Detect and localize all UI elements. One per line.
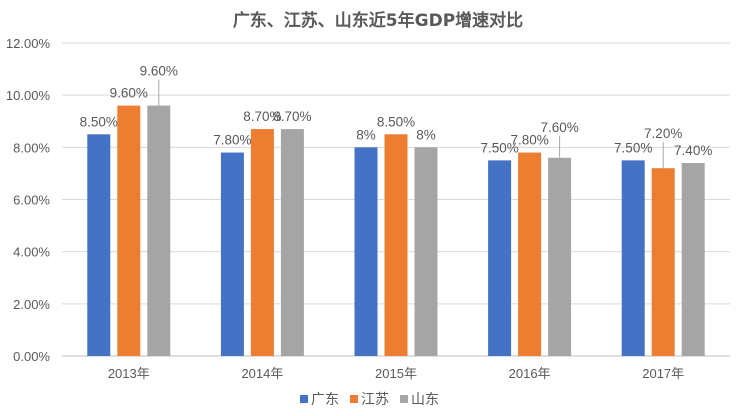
chart-title: 广东、江苏、山东近5年GDP增速对比	[233, 10, 523, 31]
y-tick-label: 6.00%	[13, 193, 50, 208]
legend: 广东 江苏 山东	[300, 392, 439, 408]
data-label: 7.20%	[644, 126, 682, 141]
data-label: 8%	[416, 127, 436, 142]
data-label: 8%	[356, 127, 376, 142]
legend-label: 广东	[311, 392, 339, 408]
data-label: 8.50%	[377, 114, 415, 129]
bar-江苏	[518, 152, 542, 356]
x-tick-label: 2017年	[642, 366, 684, 381]
y-tick-label: 4.00%	[13, 245, 50, 260]
x-tick-label: 2015年	[375, 366, 417, 381]
data-label: 7.50%	[614, 140, 652, 155]
bar-山东	[280, 129, 304, 356]
y-tick-label: 8.00%	[13, 140, 50, 155]
bars: 8.50%9.60%9.60%7.80%8.70%8.70%8%8.50%8%7…	[80, 64, 712, 356]
data-label: 8.70%	[243, 109, 281, 124]
bar-广东	[220, 152, 244, 356]
x-tick-label: 2014年	[241, 366, 283, 381]
y-tick-label: 12.00%	[6, 36, 51, 51]
bar-江苏	[651, 168, 675, 356]
data-label: 7.80%	[510, 133, 548, 148]
y-tick-label: 2.00%	[13, 297, 50, 312]
x-axis-ticks: 2013年 2014年 2015年 2016年 2017年	[108, 366, 684, 381]
data-label: 8.70%	[273, 109, 311, 124]
y-axis-ticks: 0.00% 2.00% 4.00% 6.00% 8.00% 10.00% 12.00%	[6, 36, 51, 364]
y-tick-label: 10.00%	[6, 88, 51, 103]
data-label: 8.50%	[80, 114, 118, 129]
legend-swatch	[350, 395, 358, 403]
legend-label: 江苏	[361, 392, 389, 408]
legend-swatch	[300, 395, 308, 403]
bar-广东	[354, 147, 378, 356]
bar-广东	[621, 160, 645, 356]
bar-广东	[87, 134, 111, 356]
data-label: 7.80%	[213, 133, 251, 148]
bar-山东	[548, 157, 572, 356]
legend-label: 山东	[411, 392, 439, 408]
bar-江苏	[117, 105, 141, 356]
bar-山东	[681, 162, 705, 356]
bar-山东	[147, 105, 171, 356]
data-label: 9.60%	[110, 86, 148, 101]
x-tick-label: 2013年	[108, 366, 150, 381]
bar-山东	[414, 147, 438, 356]
bar-广东	[488, 160, 512, 356]
data-label: 7.60%	[540, 120, 578, 135]
bar-江苏	[250, 129, 274, 356]
data-label: 7.50%	[480, 140, 518, 155]
data-label: 9.60%	[140, 64, 178, 79]
bar-江苏	[384, 134, 408, 356]
y-tick-label: 0.00%	[13, 349, 50, 364]
x-tick-label: 2016年	[509, 366, 551, 381]
data-label: 7.40%	[674, 143, 712, 158]
legend-swatch	[400, 395, 408, 403]
